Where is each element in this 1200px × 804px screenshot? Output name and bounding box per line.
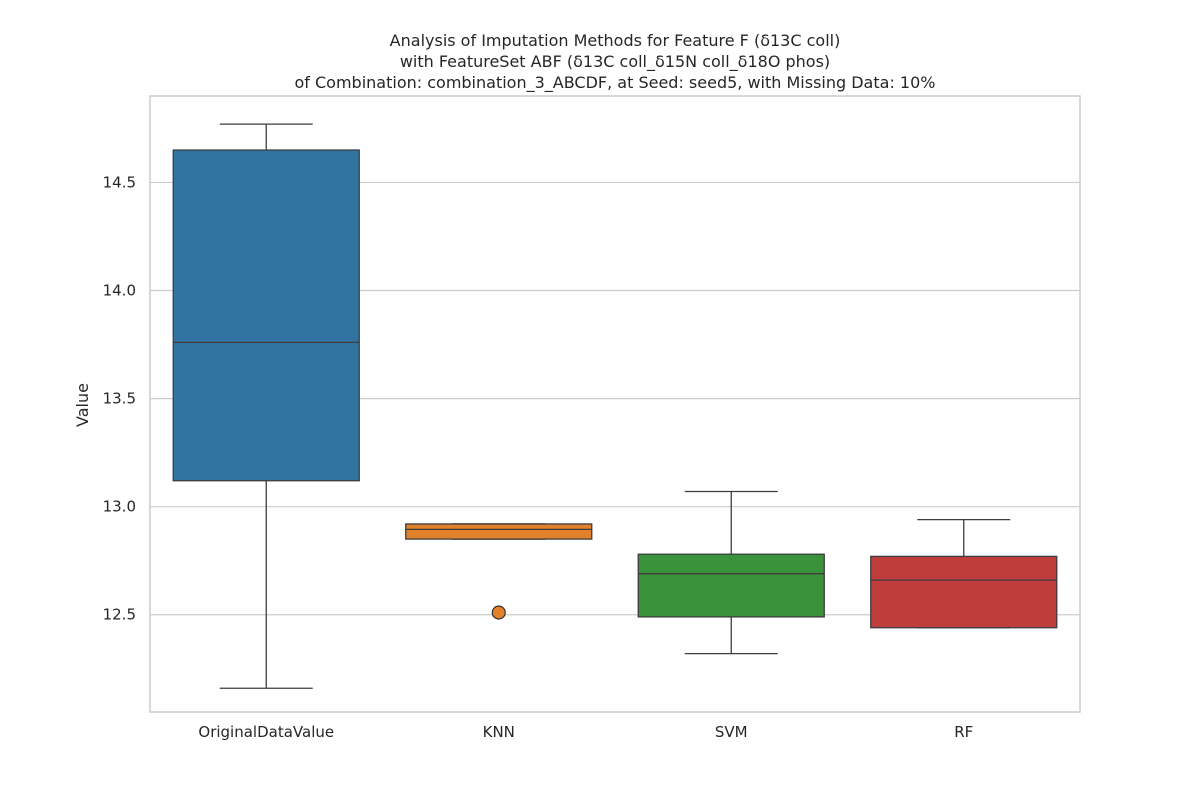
- box-series: [172, 123, 1058, 689]
- y-tick-label: 12.5: [103, 606, 136, 624]
- box-group: [637, 490, 825, 655]
- x-tick-label: SVM: [715, 723, 748, 741]
- chart-title-line-1: Analysis of Imputation Methods for Featu…: [390, 31, 841, 50]
- chart-title-line-3: of Combination: combination_3_ABCDF, at …: [295, 73, 936, 93]
- x-tick-labels: OriginalDataValue KNN SVM RF: [198, 723, 973, 741]
- box-iqr: [172, 149, 360, 482]
- y-tick-label: 13.0: [103, 498, 136, 516]
- box-group: [870, 518, 1058, 629]
- box-group: [172, 123, 360, 689]
- box-iqr: [870, 555, 1058, 629]
- x-tick-label: OriginalDataValue: [198, 723, 334, 741]
- x-tick-label: RF: [954, 723, 973, 741]
- box-iqr: [637, 553, 825, 618]
- y-tick-label: 14.5: [103, 173, 136, 191]
- outlier-point: [491, 605, 506, 620]
- axes-frame: [149, 95, 1081, 713]
- x-tick-label: KNN: [483, 723, 515, 741]
- y-tick-labels: 12.5 13.0 13.5 14.0 14.5: [103, 173, 136, 623]
- box-group: [405, 523, 593, 620]
- y-tick-label: 14.0: [103, 282, 136, 300]
- chart-title-line-2: with FeatureSet ABF (δ13C coll_δ15N coll…: [400, 52, 830, 72]
- y-tick-label: 13.5: [103, 390, 136, 408]
- y-axis-label: Value: [73, 383, 92, 427]
- box-iqr: [405, 523, 593, 540]
